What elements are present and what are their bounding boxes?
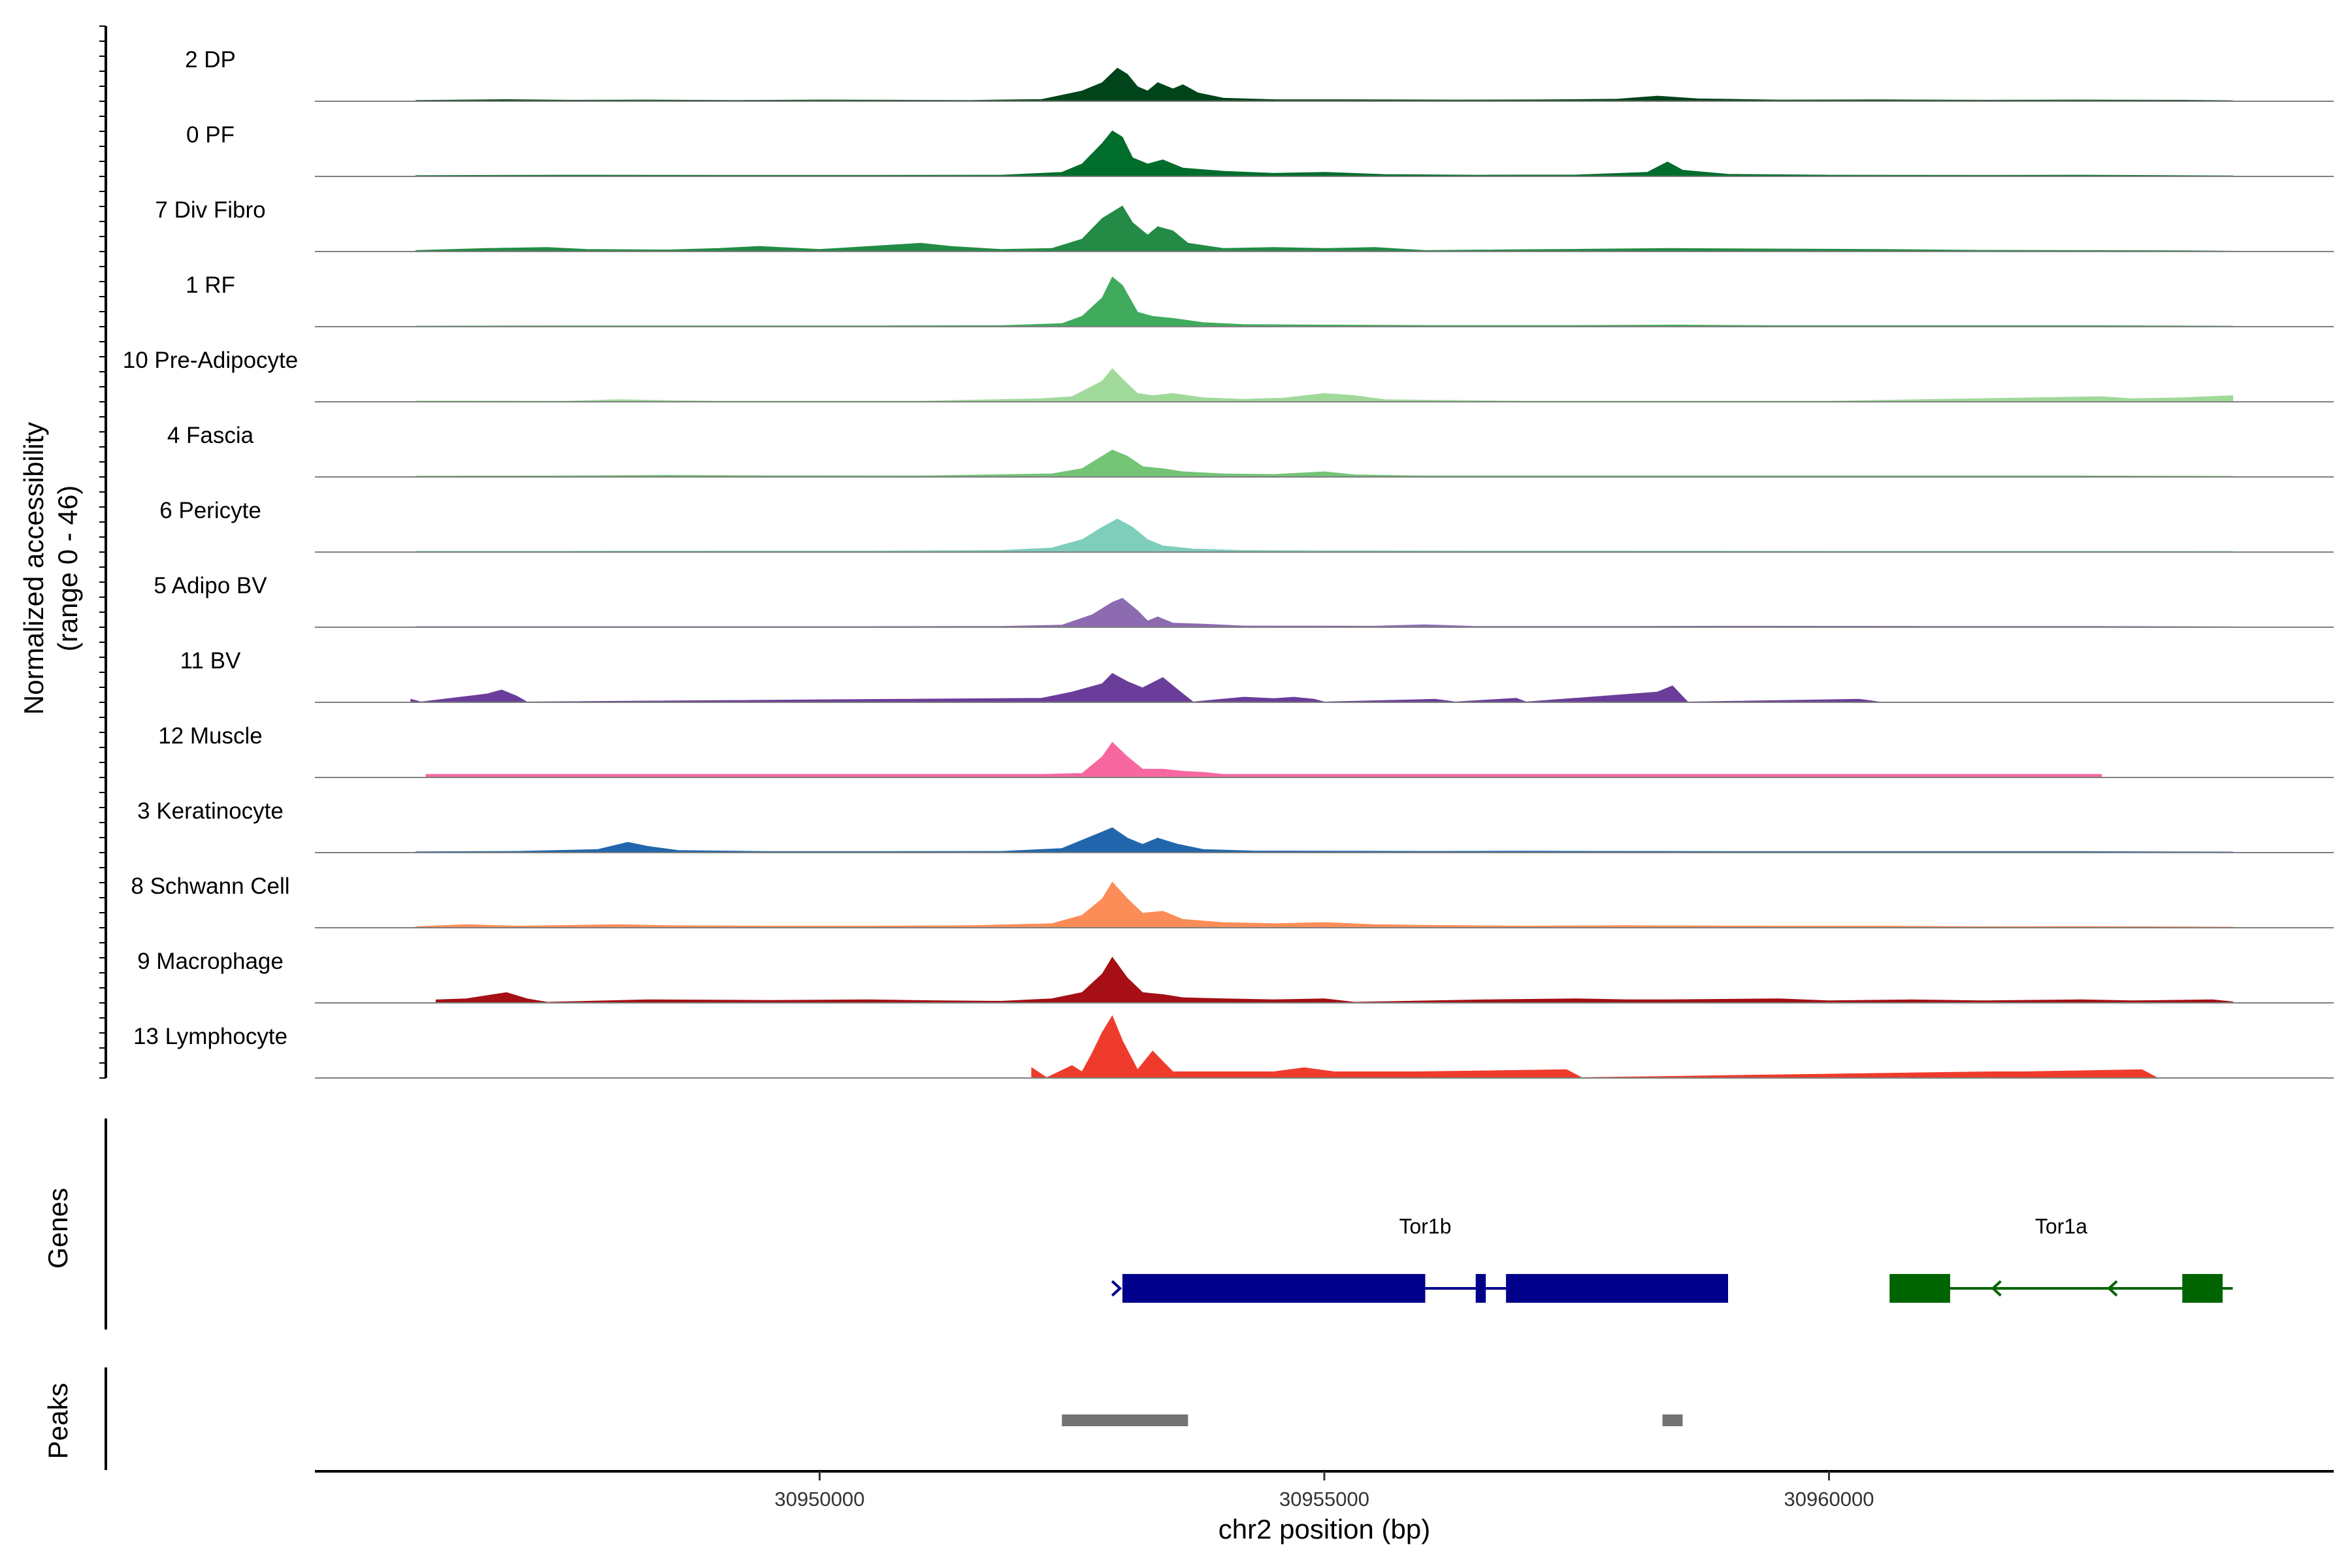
gene-exon: [2182, 1274, 2223, 1303]
track-13: 9 Macrophage: [137, 949, 2334, 1004]
track-4: 1 RF: [186, 272, 2334, 327]
track-label: 2 DP: [185, 47, 236, 73]
gene-tor1b: Tor1b: [1111, 1215, 1728, 1303]
strand-arrow: [2107, 1280, 2118, 1297]
peaks-panel: [105, 1367, 1683, 1470]
track-label: 5 Adipo BV: [154, 573, 267, 598]
track-label: 0 PF: [186, 122, 235, 148]
y-axis: [99, 25, 107, 1079]
gene-exon: [1475, 1274, 1486, 1303]
track-area: [416, 449, 2233, 478]
y-axis-title: Normalized accessibility: [18, 422, 49, 715]
track-area: [425, 742, 2102, 778]
track-area: [416, 827, 2233, 853]
coverage-tracks: 2 DP 0 PF 7 Div Fibro 1 RF 10 Pre-Adipocyte 4…: [123, 47, 2334, 1079]
track-area: [416, 598, 2233, 628]
x-axis: 30950000 30955000 30960000: [315, 1470, 2334, 1511]
track-8: 5 Adipo BV: [154, 573, 2334, 628]
track-area: [416, 518, 2233, 553]
x-axis-title: chr2 position (bp): [1218, 1514, 1431, 1544]
track-label: 6 Pericyte: [159, 498, 261, 523]
track-7: 6 Pericyte: [159, 498, 2334, 553]
gene-exon: [1889, 1274, 1950, 1303]
track-label: 4 Fascia: [167, 423, 254, 448]
track-6: 4 Fascia: [167, 423, 2334, 478]
track-area: [416, 881, 2233, 928]
track-12: 8 Schwann Cell: [131, 874, 2334, 928]
track-label: 12 Muscle: [158, 723, 263, 749]
track-area: [416, 67, 2233, 102]
track-label: 10 Pre-Adipocyte: [123, 348, 298, 373]
track-label: 8 Schwann Cell: [131, 874, 289, 899]
x-tick-label: 30955000: [1279, 1488, 1369, 1511]
genes-panel-label: Genes: [42, 1188, 73, 1269]
peak-region: [1662, 1414, 1683, 1426]
track-5: 10 Pre-Adipocyte: [123, 348, 2334, 402]
gene-exon: [1122, 1274, 1426, 1303]
track-label: 3 Keratinocyte: [137, 798, 284, 824]
track-9: 11 BV: [180, 648, 2334, 703]
track-label: 7 Div Fibro: [155, 197, 265, 223]
track-10: 12 Muscle: [158, 723, 2334, 778]
y-axis-subtitle: (range 0 - 46): [52, 485, 83, 651]
track-2: 0 PF: [186, 122, 2334, 177]
track-area: [1031, 1015, 2158, 1079]
track-area: [416, 276, 2233, 327]
strand-arrow: [1991, 1280, 2002, 1297]
track-label: 13 Lymphocyte: [133, 1024, 287, 1049]
track-label: 11 BV: [180, 648, 241, 674]
gene-tor1a: Tor1a: [1889, 1215, 2233, 1303]
strand-arrow: [1111, 1280, 1122, 1297]
track-area: [416, 368, 2233, 402]
genes-panel: Tor1b Tor1a: [105, 1119, 2233, 1330]
track-area: [435, 956, 2233, 1004]
gene-exon: [1506, 1274, 1728, 1303]
track-14: 13 Lymphocyte: [133, 1015, 2334, 1079]
track-3: 7 Div Fibro: [155, 197, 2334, 252]
x-tick-label: 30950000: [775, 1488, 865, 1511]
track-11: 3 Keratinocyte: [137, 798, 2334, 853]
track-label: 1 RF: [186, 272, 235, 298]
track-area: [416, 205, 2233, 252]
peak-region: [1062, 1414, 1188, 1426]
track-label: 9 Macrophage: [137, 949, 284, 974]
track-area: [410, 673, 1880, 703]
gene-label: Tor1a: [2035, 1215, 2087, 1238]
peaks-panel-label: Peaks: [42, 1383, 73, 1460]
track-area: [416, 130, 2233, 177]
x-tick-label: 30960000: [1784, 1488, 1874, 1511]
track-1: 2 DP: [185, 47, 2334, 102]
gene-label: Tor1b: [1399, 1215, 1451, 1238]
